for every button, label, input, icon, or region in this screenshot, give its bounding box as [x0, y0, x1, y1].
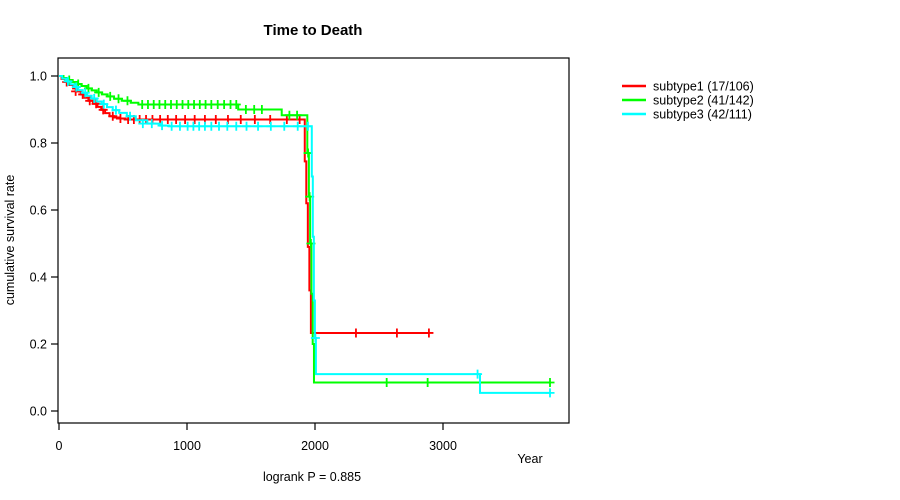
x-tick-label-0: 0 — [56, 439, 63, 453]
chart-title: Time to Death — [264, 22, 363, 39]
y-axis-label: cumulative survival rate — [3, 175, 17, 306]
y-tick-label-0.0: 0.0 — [30, 405, 47, 419]
y-tick-label-0.4: 0.4 — [30, 271, 47, 285]
y-axis: 0.0 0.2 0.4 0.6 0.8 1.0 — [30, 70, 58, 419]
logrank-annotation: logrank P = 0.885 — [263, 470, 361, 484]
legend: subtype1 (17/106)subtype2 (41/142)subtyp… — [622, 80, 754, 122]
censor-marks-1 — [62, 77, 434, 338]
y-tick-label-0.8: 0.8 — [30, 137, 47, 151]
x-tick-label-2000: 2000 — [301, 439, 329, 453]
series-layer — [59, 75, 555, 398]
x-tick-label-3000: 3000 — [429, 439, 457, 453]
x-axis: 0 1000 2000 3000 — [56, 423, 457, 453]
series-line-1 — [59, 75, 429, 334]
censor-marks-3 — [63, 76, 555, 398]
censor-marks-2 — [64, 75, 555, 388]
legend-label-3: subtype3 (42/111) — [653, 108, 752, 122]
y-tick-label-1.0: 1.0 — [30, 70, 47, 84]
y-tick-label-0.6: 0.6 — [30, 204, 47, 218]
y-tick-label-0.2: 0.2 — [30, 338, 47, 352]
legend-label-1: subtype1 (17/106) — [653, 80, 754, 94]
legend-label-2: subtype2 (41/142) — [653, 94, 754, 108]
x-tick-label-1000: 1000 — [173, 439, 201, 453]
plot-frame — [57, 57, 570, 424]
x-axis-label: Year — [517, 452, 542, 466]
